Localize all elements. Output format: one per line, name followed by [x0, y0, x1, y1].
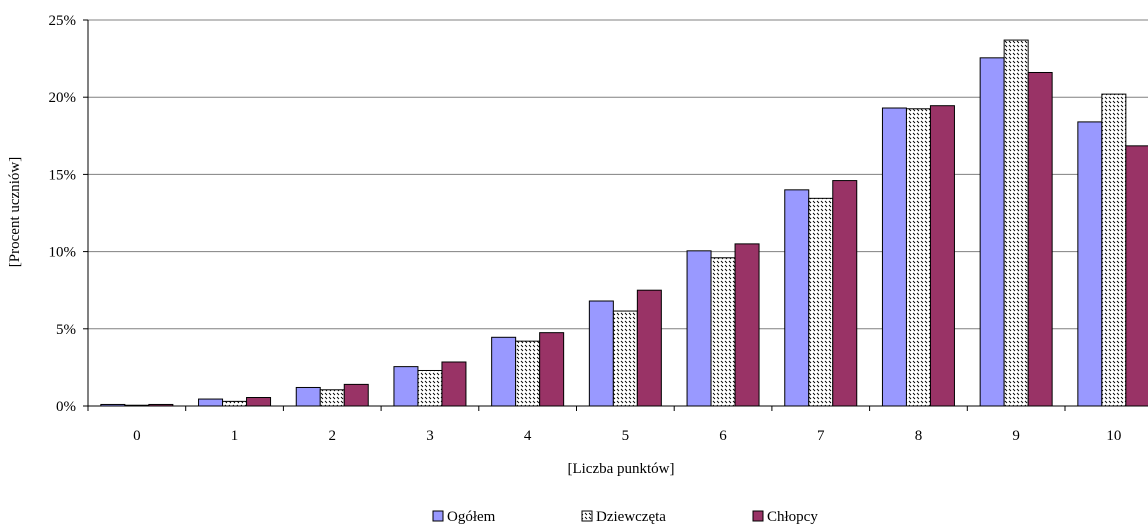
bar-dziewczęta-2 [319, 389, 345, 407]
bar-dziewczęta-1 [222, 400, 248, 407]
y-tick-label: 0% [56, 399, 76, 415]
x-tick-label: 6 [719, 428, 727, 444]
bar-chłopcy-7 [832, 180, 858, 407]
bar-ogółem-6 [686, 250, 712, 407]
legend-label: Ogółem [447, 509, 496, 525]
y-tick-labels: 0% 5% 10% 15% 20% 25% [49, 13, 77, 415]
x-tick-label: 3 [426, 428, 434, 444]
x-tick-label: 5 [622, 428, 630, 444]
bar-chłopcy-3 [441, 361, 467, 407]
bar-ogółem-1 [198, 398, 224, 407]
bar-ogółem-8 [881, 107, 907, 407]
y-tick-label: 20% [49, 90, 77, 106]
bar-chłopcy-10 [1125, 145, 1148, 407]
bar-ogółem-4 [491, 336, 517, 407]
bar-chłopcy-9 [1027, 71, 1053, 407]
y-tick-label: 10% [49, 245, 77, 261]
bar-chłopcy-1 [246, 397, 272, 407]
bar-ogółem-10 [1077, 121, 1103, 407]
bars [100, 39, 1148, 407]
bar-dziewczęta-4 [515, 340, 541, 407]
legend-swatch [432, 510, 444, 522]
y-tick-label: 25% [49, 13, 77, 29]
x-tick-label: 7 [817, 428, 825, 444]
x-tick-labels: 0 1 2 3 4 5 6 7 8 9 10 [133, 428, 1121, 444]
x-tick-label: 9 [1012, 428, 1020, 444]
bar-dziewczęta-8 [905, 108, 931, 407]
x-tick-label: 4 [524, 428, 532, 444]
gridlines [88, 19, 1148, 330]
bar-dziewczęta-7 [808, 197, 834, 407]
bar-chłopcy-2 [343, 383, 369, 407]
x-tick-label: 10 [1106, 428, 1121, 444]
bar-ogółem-3 [393, 366, 419, 407]
legend-swatch [752, 510, 764, 522]
bar-chłopcy-6 [734, 243, 760, 407]
y-tick-label: 5% [56, 322, 76, 338]
bar-dziewczęta-10 [1101, 93, 1127, 407]
x-tick-label: 0 [133, 428, 141, 444]
legend: Ogółem Dziewczęta Chłopcy [432, 509, 818, 525]
bar-chłopcy-5 [636, 289, 662, 407]
x-tick-label: 1 [231, 428, 239, 444]
bar-chłopcy-4 [539, 332, 565, 407]
bar-dziewczęta-3 [417, 369, 443, 407]
y-tick-label: 15% [49, 167, 77, 183]
y-axis-title: [Procent uczniów] [7, 157, 23, 267]
bar-chłopcy-8 [929, 105, 955, 407]
legend-label: Chłopcy [767, 509, 818, 525]
bar-ogółem-5 [588, 300, 614, 407]
bar-ogółem-9 [979, 57, 1005, 407]
bar-ogółem-2 [295, 386, 321, 407]
bar-dziewczęta-5 [612, 310, 638, 407]
axes [83, 19, 1148, 411]
x-tick-label: 2 [329, 428, 337, 444]
bar-dziewczęta-6 [710, 257, 736, 407]
legend-swatch [581, 510, 593, 522]
x-axis-title: [Liczba punktów] [567, 461, 674, 477]
x-tick-label: 8 [915, 428, 923, 444]
bar-ogółem-7 [784, 189, 810, 407]
legend-label: Dziewczęta [596, 509, 666, 525]
bar-dziewczęta-9 [1003, 39, 1029, 407]
